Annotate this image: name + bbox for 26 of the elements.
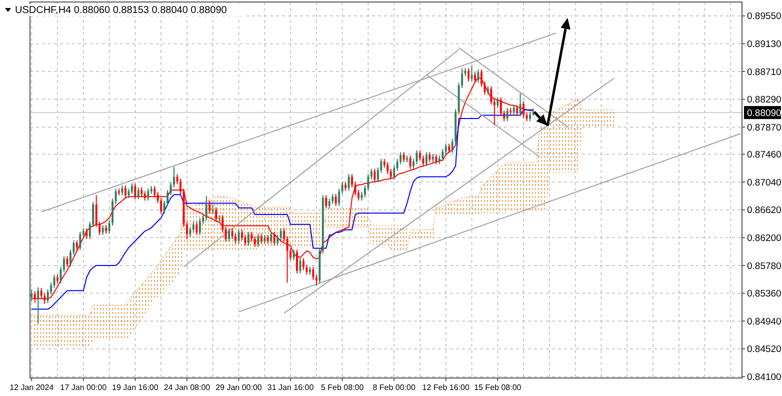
x-tick-label: 17 Jan 00:00	[60, 383, 108, 392]
x-tick-label: 5 Feb 08:00	[320, 383, 364, 392]
ref-line-label: 0.88090	[747, 108, 782, 119]
y-tick-label: 0.89130	[747, 39, 782, 50]
y-tick-label: 0.86200	[747, 232, 782, 244]
y-tick-label: 0.88290	[747, 94, 782, 106]
y-tick-label: 0.84940	[747, 316, 782, 328]
x-tick-label: 24 Jan 08:00	[164, 383, 211, 392]
y-tick-label: 0.84520	[747, 344, 782, 356]
x-tick-label: 31 Jan 16:00	[267, 383, 314, 392]
x-tick-label: 15 Feb 08:00	[474, 383, 522, 392]
x-tick-label: 29 Jan 00:00	[216, 383, 262, 392]
x-tick-label: 8 Feb 00:00	[372, 383, 416, 392]
y-tick-label: 0.87040	[747, 177, 782, 188]
x-tick-label: 12 Jan 2024	[10, 383, 54, 392]
x-tick-label: 12 Feb 16:00	[422, 383, 470, 392]
y-tick-label: 0.85780	[747, 260, 782, 272]
y-tick-label: 0.89550	[747, 11, 782, 22]
y-tick-label: 0.88710	[747, 66, 782, 78]
chart-title: USDCHF,H4 0.88060 0.88153 0.88040 0.88090	[15, 5, 228, 16]
y-tick-label: 0.84100	[747, 372, 782, 383]
y-tick-label: 0.87460	[747, 150, 782, 161]
x-tick-label: 19 Jan 16:00	[112, 383, 159, 392]
y-tick-label: 0.85360	[747, 288, 782, 300]
y-tick-label: 0.86620	[747, 205, 782, 216]
y-tick-label: 0.87870	[747, 122, 782, 134]
